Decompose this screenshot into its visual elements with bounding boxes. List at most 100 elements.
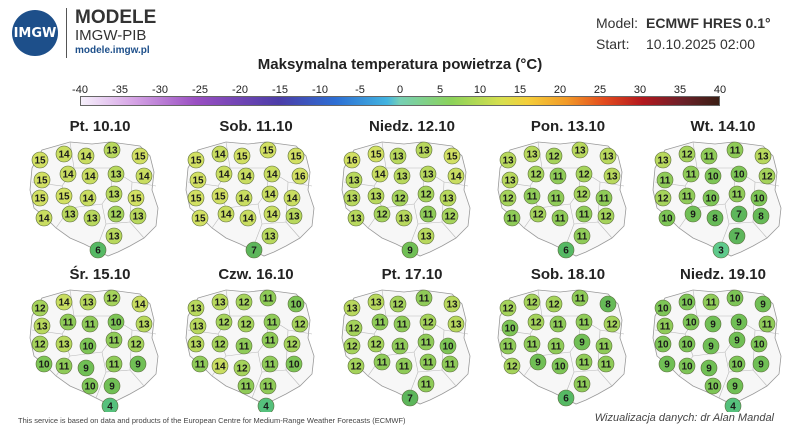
temperature-marker: 12 xyxy=(678,145,696,163)
temperature-value: 11 xyxy=(682,192,693,203)
scale-tick: 0 xyxy=(396,84,404,96)
temperature-value: 15 xyxy=(236,152,248,163)
temperature-value: 14 xyxy=(58,298,70,309)
temperature-value: 10 xyxy=(753,194,765,205)
temperature-marker: 11 xyxy=(81,315,99,333)
temperature-marker: 11 xyxy=(726,141,744,159)
scale-tick: -5 xyxy=(355,84,365,96)
temperature-marker: 11 xyxy=(549,167,567,185)
temperature-marker: 11 xyxy=(391,337,409,355)
temperature-value: 12 xyxy=(681,150,693,161)
temperature-value: 12 xyxy=(236,364,248,375)
temperature-value: 13 xyxy=(86,214,98,225)
temperature-value: 14 xyxy=(84,172,96,183)
temperature-value: 4 xyxy=(263,402,269,413)
temperature-marker: 9 xyxy=(103,377,121,395)
temperature-value: 11 xyxy=(263,382,274,393)
temperature-marker: 9 xyxy=(726,377,744,395)
temperature-marker: 10 xyxy=(81,377,99,395)
temperature-marker: 9 xyxy=(754,295,772,313)
temperature-marker: 15 xyxy=(55,187,73,205)
temperature-value: 7 xyxy=(736,210,742,221)
temperature-marker: 11 xyxy=(237,377,255,395)
temperature-value: 9 xyxy=(135,360,141,371)
temperature-marker: 10 xyxy=(704,167,722,185)
temperature-marker: 11 xyxy=(503,209,521,227)
temperature-value: 4 xyxy=(107,402,113,413)
temperature-marker: 15 xyxy=(287,147,305,165)
temperature-marker: 13 xyxy=(187,299,205,317)
temperature-value: 11 xyxy=(395,342,406,353)
temperature-value: 13 xyxy=(288,212,300,223)
temperature-value: 11 xyxy=(241,382,252,393)
scale-tick: 15 xyxy=(513,84,527,96)
poland-map: 15 14 14 13 15 15 14 14 13 14 15 15 14 13 15 14 13 13 12 13… xyxy=(29,141,159,259)
temperature-marker: 14 xyxy=(261,185,279,203)
temperature-value: 8 xyxy=(758,212,764,223)
temperature-marker: 10 xyxy=(654,299,672,317)
temperature-marker: 11 xyxy=(523,335,541,353)
temperature-value: 12 xyxy=(392,300,404,311)
temperature-value: 11 xyxy=(507,214,518,225)
temperature-marker: 10 xyxy=(501,319,519,337)
temperature-marker: 6 xyxy=(89,241,107,259)
temperature-marker: 9 xyxy=(529,353,547,371)
temperature-value: 9 xyxy=(758,360,764,371)
temperature-value: 13 xyxy=(36,322,48,333)
temperature-marker: 15 xyxy=(367,145,385,163)
temperature-value: 13 xyxy=(264,232,276,243)
scale-ticks: -40 -35 -30 -25 -20 -15 -10 -5 0 5 10 15 20 25 30 35 40 xyxy=(72,84,726,96)
temperature-value: 10 xyxy=(661,214,673,225)
temperature-value: 13 xyxy=(348,176,360,187)
temperature-marker: 13 xyxy=(501,171,519,189)
temperature-value: 11 xyxy=(601,360,612,371)
temperature-marker: 15 xyxy=(187,151,205,169)
temperature-marker: 7 xyxy=(245,241,263,259)
temperature-value: 14 xyxy=(38,214,50,225)
temperature-value: 10 xyxy=(554,362,566,373)
temperature-marker: 13 xyxy=(105,227,123,245)
temperature-marker: 11 xyxy=(261,331,279,349)
temperature-value: 12 xyxy=(110,210,122,221)
temperature-value: 12 xyxy=(506,362,518,373)
map-title: Maksymalna temperatura powietrza (°C) xyxy=(257,56,543,73)
temperature-value: 11 xyxy=(445,360,456,371)
temperature-marker: 10 xyxy=(730,165,748,183)
temperature-value: 3 xyxy=(718,246,724,257)
temperature-marker: 13 xyxy=(79,293,97,311)
temperature-value: 12 xyxy=(502,304,514,315)
temperature-marker: 14 xyxy=(217,205,235,223)
temperature-marker: 10 xyxy=(658,209,676,227)
temperature-marker: 12 xyxy=(347,357,365,375)
poland-map: 12 14 13 12 14 13 11 11 10 13 12 13 10 11 12 10 11 9 11 9 10… xyxy=(29,289,159,413)
temperature-value: 12 xyxy=(106,294,118,305)
temperature-value: 11 xyxy=(577,380,588,391)
temperature-marker: 13 xyxy=(347,209,365,227)
temperature-marker: 16 xyxy=(291,167,309,185)
forecast-panel: Pon. 13.10 13 13 12 13 13 13 12 11 12 13 12 11 11 12 11… xyxy=(490,118,646,263)
temperature-marker: 14 xyxy=(135,167,153,185)
temperature-marker: 12 xyxy=(233,359,251,377)
temperature-marker: 11 xyxy=(235,337,253,355)
temperature-marker: 10 xyxy=(678,293,696,311)
temperature-value: 10 xyxy=(707,172,719,183)
forecast-panel: Śr. 15.10 12 14 13 12 14 13 11 11 10 13 12 13 10 11 12 1… xyxy=(22,266,178,413)
temperature-marker: 13 xyxy=(135,315,153,333)
temperature-value: 14 xyxy=(450,172,462,183)
temperature-value: 12 xyxy=(420,190,432,201)
temperature-value: 11 xyxy=(85,320,96,331)
brand-url[interactable]: modele.imgw.pl xyxy=(75,45,150,56)
temperature-value: 6 xyxy=(95,246,101,257)
scale-tick: -15 xyxy=(272,84,288,96)
temperature-value: 15 xyxy=(190,194,202,205)
temperature-marker: 14 xyxy=(55,293,73,311)
temperature-value: 12 xyxy=(444,212,456,223)
temperature-marker: 9 xyxy=(401,241,419,259)
temperature-value: 4 xyxy=(730,402,736,413)
temperature-marker: 13 xyxy=(187,335,205,353)
temperature-value: 13 xyxy=(398,214,410,225)
poland-map: 12 12 12 11 8 10 12 11 11 12 11 11 11 9 11 12 9 10 11 11 11 6 xyxy=(497,289,627,407)
temperature-marker: 12 xyxy=(235,293,253,311)
temperature-marker: 11 xyxy=(595,189,613,207)
